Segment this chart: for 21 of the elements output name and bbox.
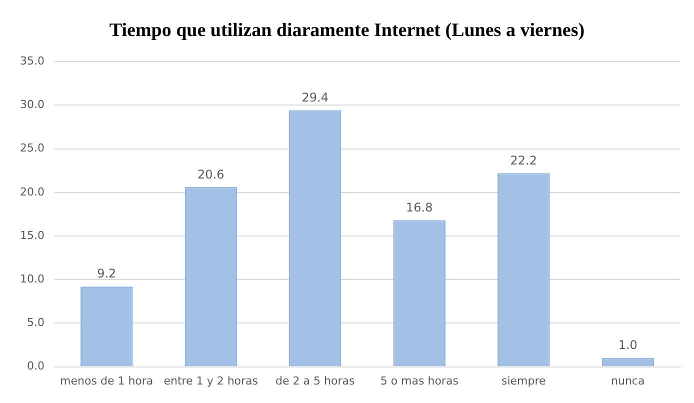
y-tick-label: 30.0 — [20, 98, 44, 112]
data-label: 20.6 — [198, 167, 224, 182]
chart-title: Tiempo que utilizan diaramente Internet (Lunes a viernes) — [108, 20, 586, 42]
x-tick-label: entre 1 y 2 horas — [164, 374, 258, 388]
y-tick-label: 10.0 — [20, 272, 44, 286]
data-label: 1.0 — [618, 338, 638, 352]
x-tick-label: siempre — [501, 374, 546, 388]
x-tick-label: menos de 1 hora — [60, 374, 154, 388]
data-label: 29.4 — [302, 90, 328, 105]
x-tick-label: nunca — [611, 374, 645, 388]
data-label: 22.2 — [510, 153, 537, 168]
y-tick-label: 5.0 — [26, 316, 44, 330]
data-label: 16.8 — [406, 200, 433, 214]
y-tick-label: 25.0 — [20, 142, 44, 155]
x-tick-label: 5 o mas horas — [380, 374, 459, 388]
y-tick-label: 15.0 — [20, 228, 44, 242]
data-label: 9.2 — [97, 266, 116, 281]
y-tick-label: 35.0 — [20, 54, 44, 68]
y-tick-label: 20.0 — [20, 185, 44, 198]
x-tick-label: de 2 a 5 horas — [276, 374, 355, 388]
y-tick-label: 0.0 — [26, 360, 44, 373]
